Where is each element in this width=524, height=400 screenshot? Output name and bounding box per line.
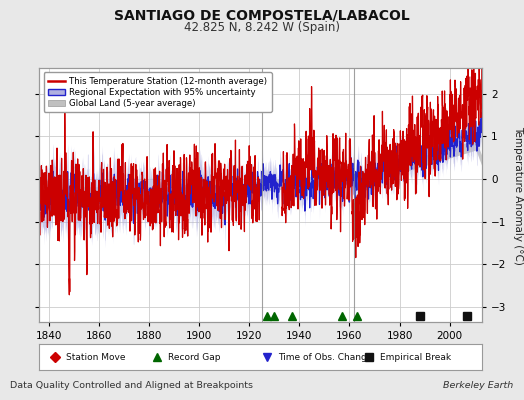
Text: Berkeley Earth: Berkeley Earth — [443, 381, 514, 390]
Text: Time of Obs. Change: Time of Obs. Change — [278, 352, 373, 362]
Text: Data Quality Controlled and Aligned at Breakpoints: Data Quality Controlled and Aligned at B… — [10, 381, 254, 390]
Y-axis label: Temperature Anomaly (°C): Temperature Anomaly (°C) — [513, 126, 523, 264]
Text: Station Move: Station Move — [66, 352, 125, 362]
Text: 42.825 N, 8.242 W (Spain): 42.825 N, 8.242 W (Spain) — [184, 21, 340, 34]
Text: SANTIAGO DE COMPOSTELA/LABACOL: SANTIAGO DE COMPOSTELA/LABACOL — [114, 9, 410, 23]
Text: Empirical Break: Empirical Break — [380, 352, 451, 362]
Legend: This Temperature Station (12-month average), Regional Expectation with 95% uncer: This Temperature Station (12-month avera… — [43, 72, 272, 112]
Text: Record Gap: Record Gap — [168, 352, 220, 362]
